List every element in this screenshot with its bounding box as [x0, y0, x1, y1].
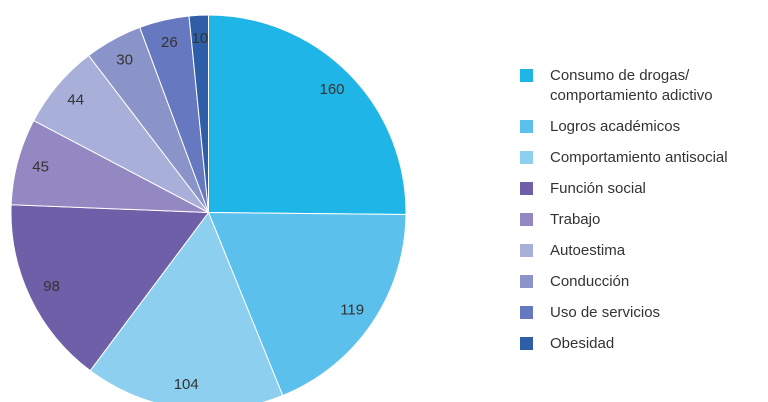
- legend-item: Conducción: [520, 272, 760, 292]
- legend: Consumo de drogas/ comportamiento adicti…: [520, 66, 760, 354]
- data-label: 119: [340, 301, 364, 318]
- data-label: 30: [116, 51, 133, 68]
- legend-item: Logros académicos: [520, 117, 760, 137]
- legend-swatch: [520, 151, 533, 164]
- legend-swatch: [520, 306, 533, 319]
- legend-label: Autoestima: [550, 242, 626, 259]
- legend-label: Uso de servicios: [550, 304, 661, 321]
- legend-item: Comportamiento antisocial: [520, 148, 760, 168]
- legend-swatch: [520, 182, 533, 195]
- legend-swatch: [520, 244, 533, 257]
- data-label: 44: [67, 91, 84, 108]
- legend-label: Comportamiento antisocial: [550, 149, 728, 166]
- legend-label: Obesidad: [550, 335, 615, 352]
- legend-label: Función social: [550, 180, 646, 197]
- legend-swatch: [520, 69, 533, 82]
- legend-swatch: [520, 120, 533, 133]
- data-label: 45: [32, 158, 49, 175]
- data-label: 104: [174, 376, 199, 393]
- data-label: 26: [161, 34, 178, 51]
- legend-label: Consumo de drogas/ comportamiento adicti…: [550, 67, 713, 104]
- legend-item: Obesidad: [520, 334, 760, 354]
- legend-item: Función social: [520, 179, 760, 199]
- legend-item: Consumo de drogas/ comportamiento adicti…: [520, 66, 760, 106]
- pie-slice: [10, 204, 210, 372]
- pie-slice: [207, 211, 407, 397]
- legend-label: Logros académicos: [550, 118, 681, 135]
- legend-swatch: [520, 337, 533, 350]
- pie-slice: [208, 14, 407, 215]
- legend-item: Autoestima: [520, 241, 760, 261]
- data-label: 160: [319, 81, 344, 98]
- legend-item: Trabajo: [520, 210, 760, 230]
- legend-swatch: [520, 275, 533, 288]
- data-label: 10: [192, 30, 209, 47]
- data-label: 98: [43, 278, 60, 295]
- legend-item: Uso de servicios: [520, 303, 760, 323]
- legend-swatch: [520, 213, 533, 226]
- legend-label: Conducción: [550, 273, 630, 290]
- legend-label: Trabajo: [550, 211, 601, 228]
- pie-slice: [188, 14, 209, 213]
